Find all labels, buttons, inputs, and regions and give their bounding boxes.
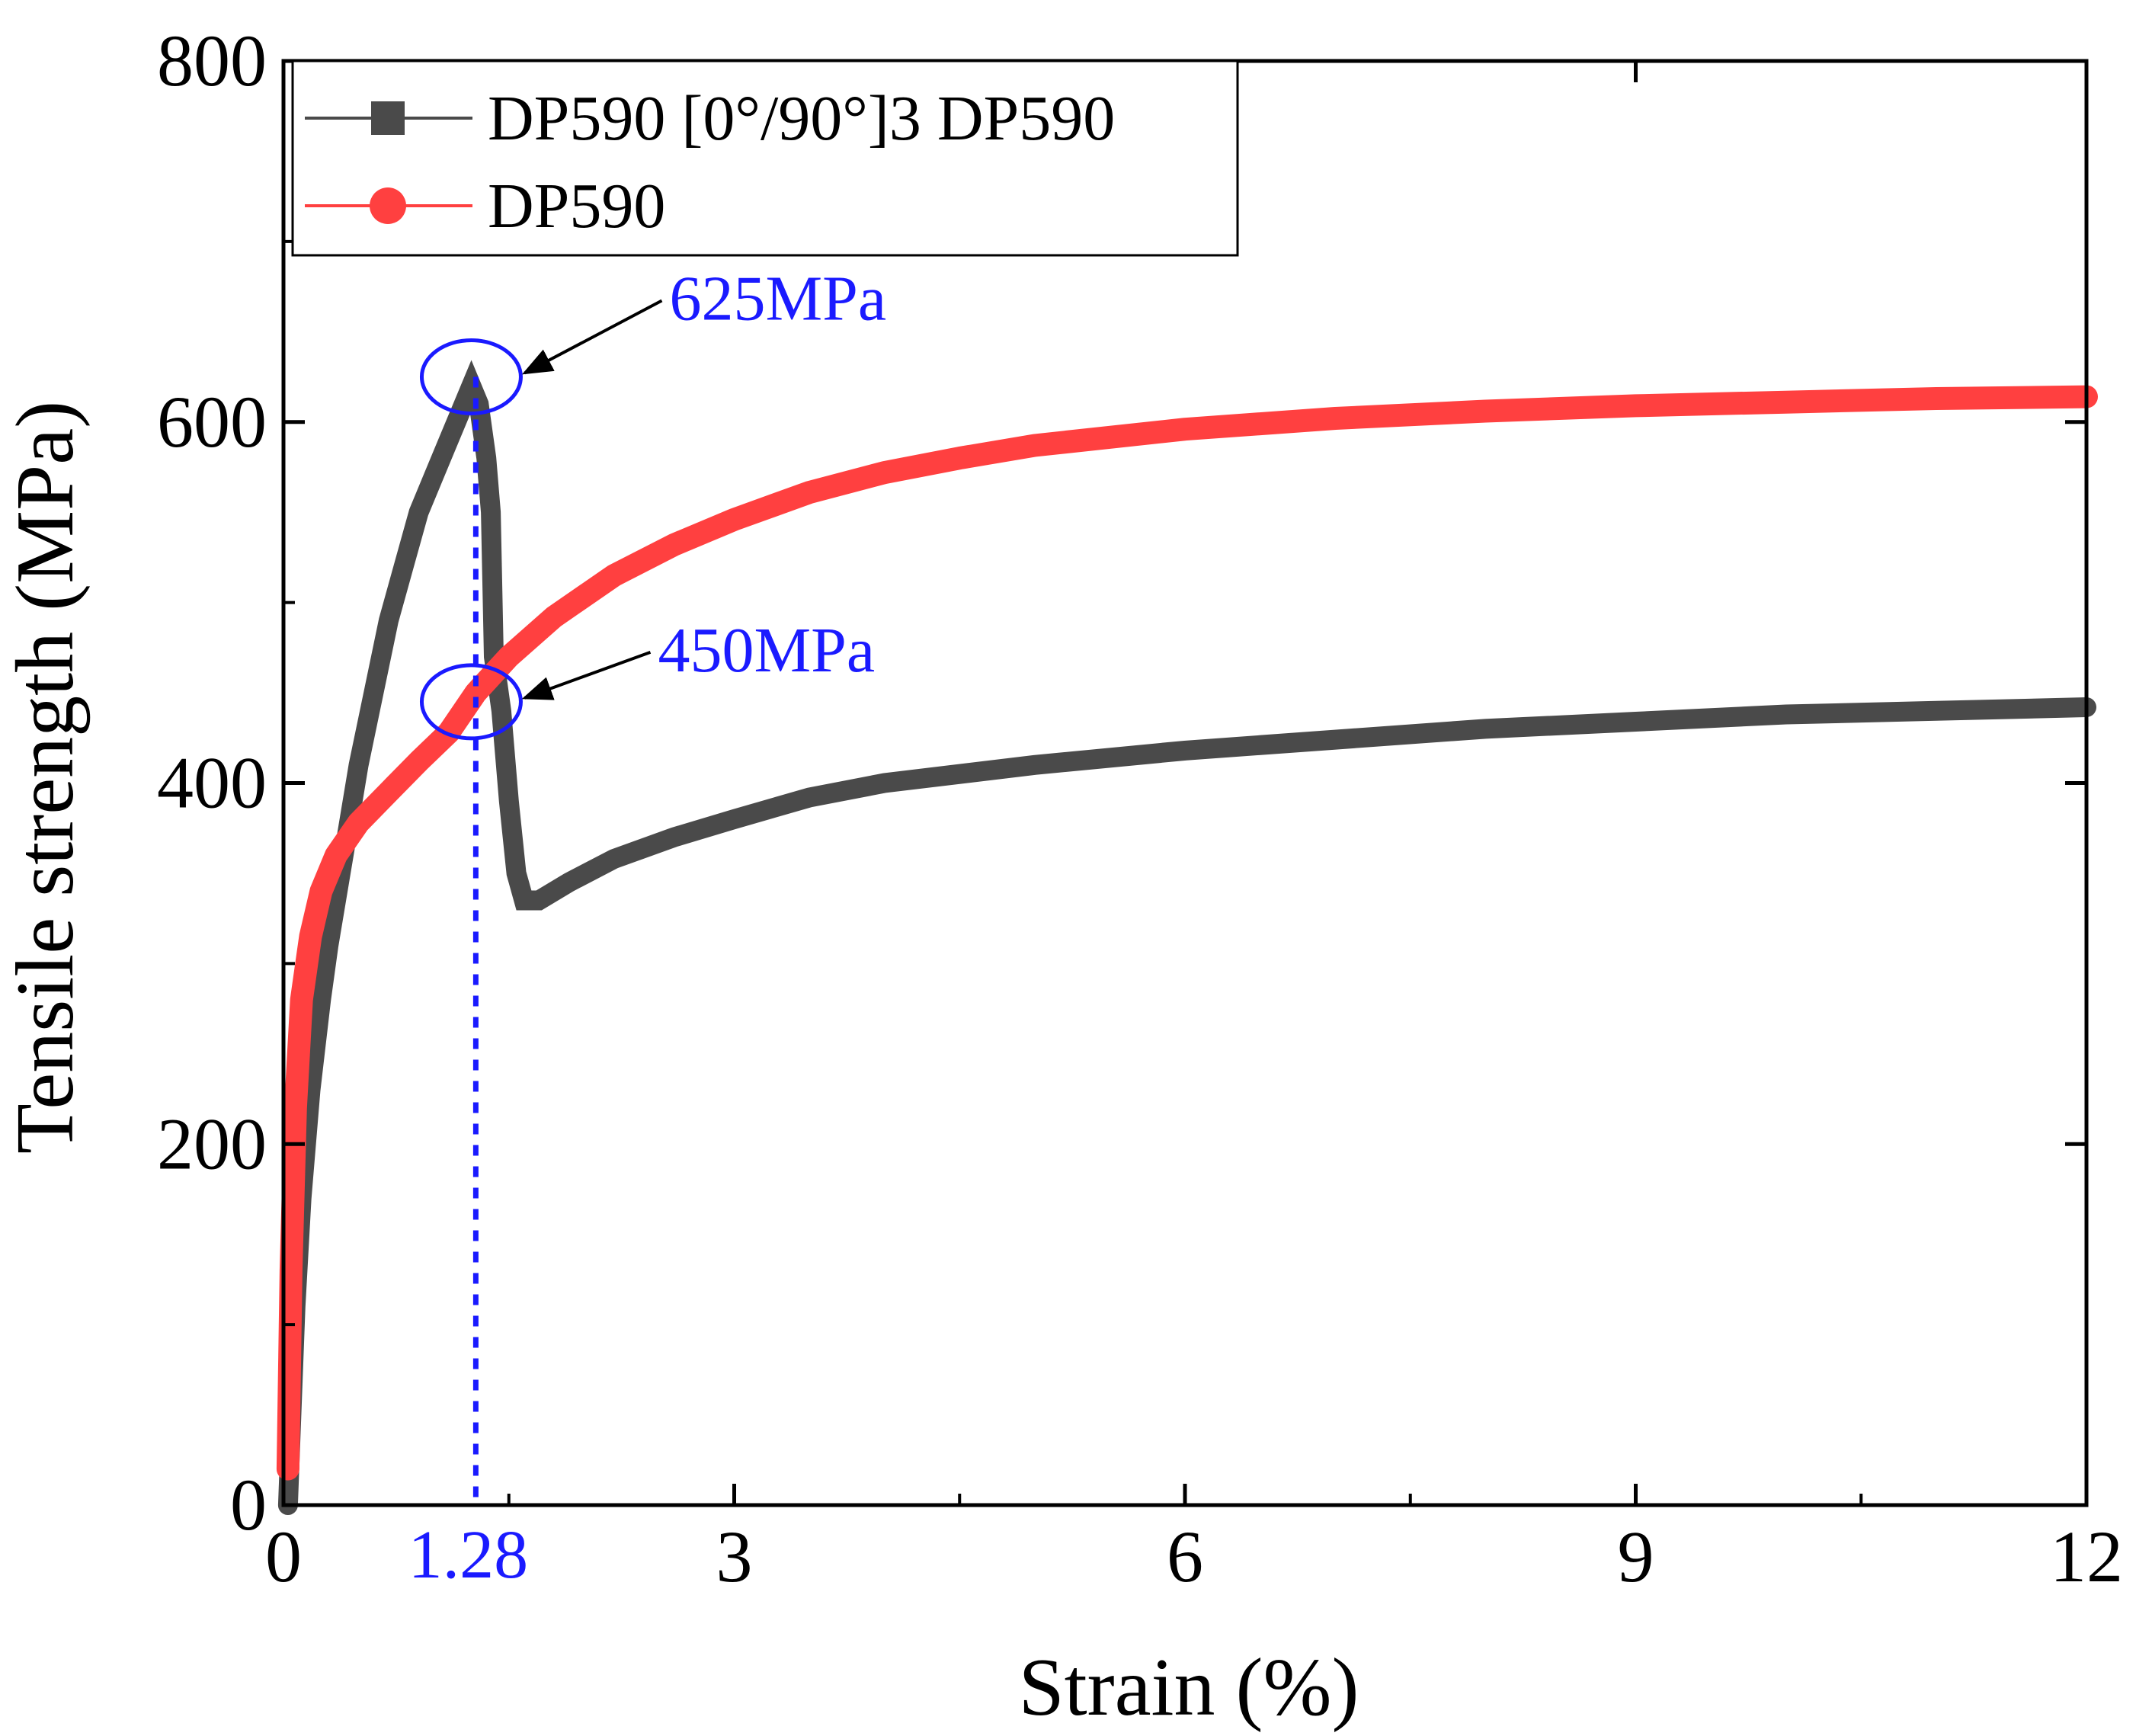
annotation-label: 625MPa — [669, 264, 886, 335]
annotation-ellipse — [419, 663, 523, 741]
x-tick-label: 12 — [2050, 1516, 2123, 1597]
x-tick-label: 9 — [1618, 1516, 1654, 1597]
legend: DP590 [0°/90°]3 DP590 DP590 — [291, 59, 1239, 257]
annotation-ellipse — [419, 338, 523, 416]
x-tick-label: 6 — [1167, 1516, 1203, 1597]
y-tick-label: 400 — [157, 742, 267, 824]
series-line-composite — [277, 360, 2096, 1515]
y-tick-label: 0 — [230, 1464, 267, 1545]
y-tick-label: 200 — [157, 1103, 267, 1184]
legend-label-dp590: DP590 — [488, 171, 665, 242]
legend-box — [291, 59, 1239, 257]
reference-x-label: 1.28 — [408, 1517, 529, 1593]
plot-frame — [281, 59, 2089, 1507]
x-axis-title: Strain (%) — [1019, 1642, 1359, 1733]
annotations: 1.28 625MPa 450MPa — [408, 264, 887, 1593]
data-series — [276, 360, 2098, 1515]
axis-ticks: 0 3 6 9 12 0 200 400 600 800 — [157, 20, 2123, 1597]
legend-marker-square — [371, 101, 405, 135]
plot-area-border — [281, 59, 2089, 1507]
x-tick-label: 0 — [265, 1516, 302, 1597]
legend-marker-circle — [370, 187, 406, 224]
annotation-label: 450MPa — [658, 615, 875, 686]
legend-label-composite: DP590 [0°/90°]3 DP590 — [488, 83, 1115, 154]
y-tick-label: 600 — [157, 381, 267, 463]
series-line-dp590 — [276, 385, 2098, 1481]
y-axis-title: Tensile strength (MPa) — [0, 401, 91, 1154]
annotation-arrow — [521, 651, 652, 700]
annotation-arrow — [521, 299, 663, 375]
y-tick-label: 800 — [157, 20, 267, 101]
x-tick-label: 3 — [716, 1516, 753, 1597]
